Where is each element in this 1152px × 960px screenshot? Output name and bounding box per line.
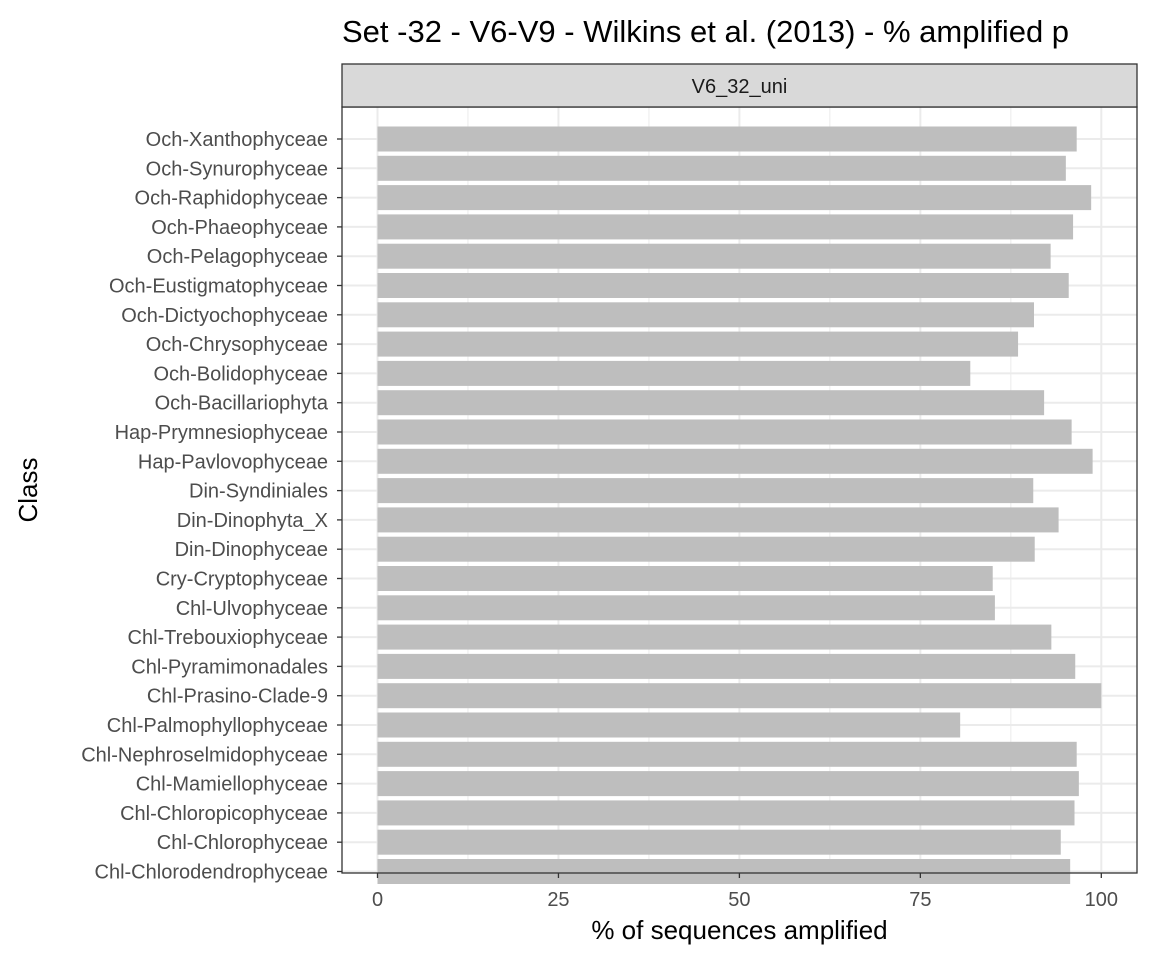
bar [377, 390, 1045, 416]
bar [377, 419, 1072, 445]
bar [377, 331, 1019, 357]
y-tick-label: Chl-Chlorophyceae [157, 832, 328, 854]
bar [377, 448, 1093, 474]
chart-title: Set -32 - V6-V9 - Wilkins et al. (2013) … [342, 14, 1069, 49]
bar [377, 243, 1051, 269]
x-axis-title: % of sequences amplified [591, 915, 887, 945]
y-tick-label: Och-Raphidophyceae [135, 188, 328, 210]
bar [377, 741, 1077, 767]
y-tick-label: Chl-Nephroselmidophyceae [81, 744, 328, 766]
facet-strip-label: V6_32_uni [692, 76, 788, 98]
x-tick-label: 100 [1085, 889, 1118, 911]
bar [377, 185, 1092, 211]
plot-panel [341, 106, 1138, 884]
bar [377, 829, 1061, 855]
bars [377, 126, 1102, 884]
y-tick-label: Och-Phaeophyceae [151, 217, 328, 239]
facet-strip-background [341, 63, 1138, 108]
y-tick-label: Och-Chrysophyceae [146, 334, 328, 356]
bar [377, 800, 1075, 826]
y-tick-label: Och-Bacillariophyta [155, 393, 329, 415]
bar [377, 126, 1077, 152]
bar [377, 360, 971, 386]
bar [377, 595, 995, 621]
y-tick-label: Chl-Ulvophyceae [176, 598, 328, 620]
x-tick-label: 25 [547, 889, 569, 911]
x-axis: 0 25 50 75 100 [372, 873, 1118, 911]
y-tick-label: Din-Syndiniales [189, 481, 328, 503]
bar [377, 155, 1066, 181]
bar [377, 624, 1052, 650]
y-tick-label: Chl-Chlorodendrophyceae [95, 862, 328, 884]
y-tick-label: Och-Bolidophyceae [153, 363, 328, 385]
bar [377, 771, 1079, 797]
bar [377, 507, 1059, 533]
facet-strip: V6_32_uni [341, 63, 1138, 108]
x-tick-label: 75 [909, 889, 931, 911]
bar [377, 273, 1069, 298]
y-tick-label: Hap-Prymnesiophyceae [115, 422, 328, 444]
bar [377, 478, 1034, 504]
y-tick-label: Och-Dictyochophyceae [121, 305, 328, 327]
y-tick-label: Och-Pelagophyceae [147, 246, 328, 268]
y-tick-label: Och-Eustigmatophyceae [109, 276, 328, 298]
y-tick-label: Chl-Trebouxiophyceae [128, 627, 328, 649]
y-tick-label: Hap-Pavlovophyceae [138, 451, 328, 473]
y-tick-label: Chl-Chloropicophyceae [120, 803, 328, 825]
y-tick-label: Din-Dinophyta_X [177, 510, 328, 532]
bar [377, 214, 1074, 240]
y-tick-label: Och-Synurophyceae [146, 158, 328, 180]
bar [377, 859, 1071, 884]
x-tick-label: 50 [728, 889, 750, 911]
y-tick-label: Chl-Pyramimonadales [131, 656, 328, 678]
y-tick-label: Chl-Palmophyllophyceae [107, 715, 328, 737]
x-tick-label: 0 [372, 889, 383, 911]
y-tick-label: Cry-Cryptophyceae [156, 569, 328, 591]
bar [377, 653, 1076, 679]
y-axis: Och-Xanthophyceae Och-Synurophyceae Och-Ra… [81, 129, 342, 884]
y-tick-label: Och-Xanthophyceae [146, 129, 328, 151]
y-tick-label: Din-Dinophyceae [175, 539, 328, 561]
bar [377, 302, 1034, 328]
y-tick-label: Chl-Mamiellophyceae [136, 774, 328, 796]
bar [377, 712, 961, 738]
y-tick-label: Chl-Prasino-Clade-9 [147, 686, 328, 708]
bar [377, 683, 1102, 709]
bar [377, 536, 1035, 562]
bar [377, 566, 993, 591]
y-axis-title: Class [13, 457, 43, 522]
